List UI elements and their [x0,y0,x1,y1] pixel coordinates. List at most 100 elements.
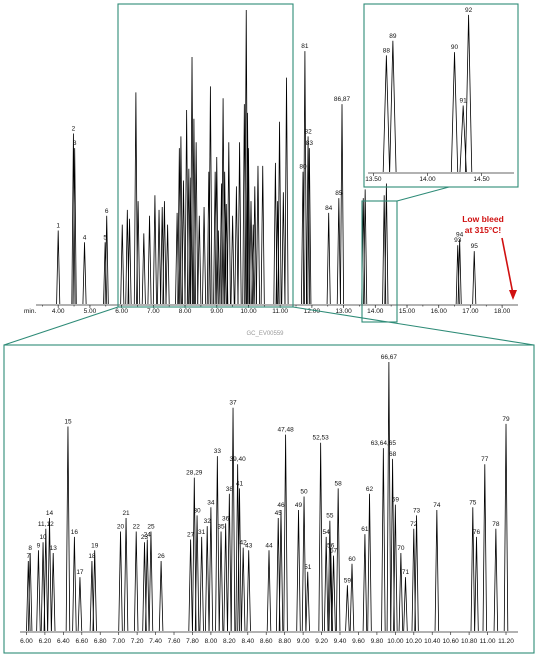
peak-label: 2 [72,125,76,132]
chromatogram-peak [260,165,265,305]
chromatogram-peak [301,171,306,305]
peak-label: 25 [147,523,155,530]
chromatogram-peak [141,233,146,305]
x-tick-label: 17.00 [462,308,479,315]
peak-label: 36 [222,515,230,522]
peak-label: 19 [91,542,99,549]
chromatogram-peak [123,518,129,632]
chromatogram-peak [301,496,307,632]
chromatogram-peak [237,488,242,632]
peak-label: 14 [46,510,54,517]
chromatogram-peak [393,504,398,632]
chromatogram-peak [82,242,87,305]
peak-label: 61 [361,526,369,533]
peak-label: 82 [304,128,312,135]
peak-label: 27 [187,532,195,539]
x-tick-label: 18.00 [494,308,511,315]
peak-label: 15 [64,419,72,426]
chromatogram-peak [384,183,389,305]
peak-label: 16 [71,529,79,536]
chromatogram-peak [363,189,368,305]
chromatogram-peak [252,186,257,305]
chromatogram-peak [327,520,333,632]
chromatogram-peak [213,171,218,305]
x-tick-label: 14.00 [419,176,436,183]
x-tick-label: 15.00 [399,308,416,315]
chromatogram-peak [27,552,33,632]
peak-label: 34 [207,499,215,506]
annotation-arrow [501,237,514,295]
chromatogram-peak [318,442,323,632]
chromatogram-peak [235,464,240,632]
x-tick-label: 10.40 [424,638,441,645]
x-tick-label: 7.00 [112,638,125,645]
chromatogram-peak [266,550,272,632]
x-tick-label: 7.40 [149,638,162,645]
chromatogram-peak [162,201,167,305]
x-tick-label: 10.00 [387,638,404,645]
overview-chart: 4.00 5.00 6.00 7.00 8.00 9.00 10.00 11.00 12.00 1… [24,9,518,315]
peak-label: 24 [144,532,152,539]
chromatogram-peak [306,136,311,305]
chromatogram-peak [134,531,139,632]
zoom-connector-left [3,306,119,346]
peak-label: 5 [103,234,107,241]
chromatogram-peak [245,112,250,305]
chromatogram-peak [206,171,211,305]
peak-label: 91 [460,98,468,105]
chromatogram-peak [208,507,214,632]
chromatogram-peak [335,488,341,632]
chromatogram-peak [47,518,52,632]
peak-label: 66,67 [381,354,398,361]
x-tick-label: 6.80 [94,638,107,645]
x-tick-label: 9.40 [334,638,347,645]
peak-label: 51 [304,564,312,571]
peak-label: 55 [326,513,334,520]
peak-label: 73 [413,507,421,514]
chromatogram-peak [165,224,170,305]
peak-label: 32 [204,518,212,525]
chromatogram-peak [281,192,286,305]
chromatogram-peak [36,550,41,632]
chromatogram-peak [389,40,397,173]
chromatogram-peak [120,224,125,305]
chromatogram-peak [127,218,132,305]
peak-label: 77 [481,456,489,463]
chromatogram-peak [230,407,236,632]
peak-label: 18 [88,553,96,560]
chromatogram-peak [43,528,49,632]
x-tick-label: 8.40 [241,638,254,645]
chromatogram-peak [192,477,197,632]
peak-label: 57 [330,548,338,555]
chromatogram-peak [72,536,77,632]
chromatogram-peak [118,531,123,632]
chromatogram-peak [230,215,235,305]
chromatogram-peak [244,9,249,305]
chromatogram-peak [152,195,157,305]
peak-label: 95 [471,243,479,250]
x-tick-label: 8.60 [260,638,273,645]
peak-label: 54 [323,529,331,536]
chromatogram-peak [205,526,210,632]
x-tick-label: 14.00 [367,308,384,315]
peak-label: 62 [366,486,374,493]
chromatogram-peak [197,215,202,305]
chromatogram-peak [148,531,154,632]
x-tick-label: 4.00 [52,308,65,315]
peak-label: 58 [335,480,343,487]
peak-label: 80 [299,164,307,171]
peak-label: 6 [105,208,109,215]
peak-label: 13 [50,545,58,552]
peak-label: 69 [392,497,400,504]
chromatogram-peak [390,458,395,632]
chromatogram-peak [234,186,239,305]
chromatogram-peak [302,51,307,305]
chromatogram-peak [398,552,404,632]
peak-label: 78 [492,521,500,528]
chromatogram-peak [482,464,487,632]
x-tick-label: 12.00 [304,308,321,315]
x-tick-label: 16.00 [431,308,448,315]
x-tick-label: 6.00 [20,638,33,645]
peak-label: 23 [141,534,149,541]
